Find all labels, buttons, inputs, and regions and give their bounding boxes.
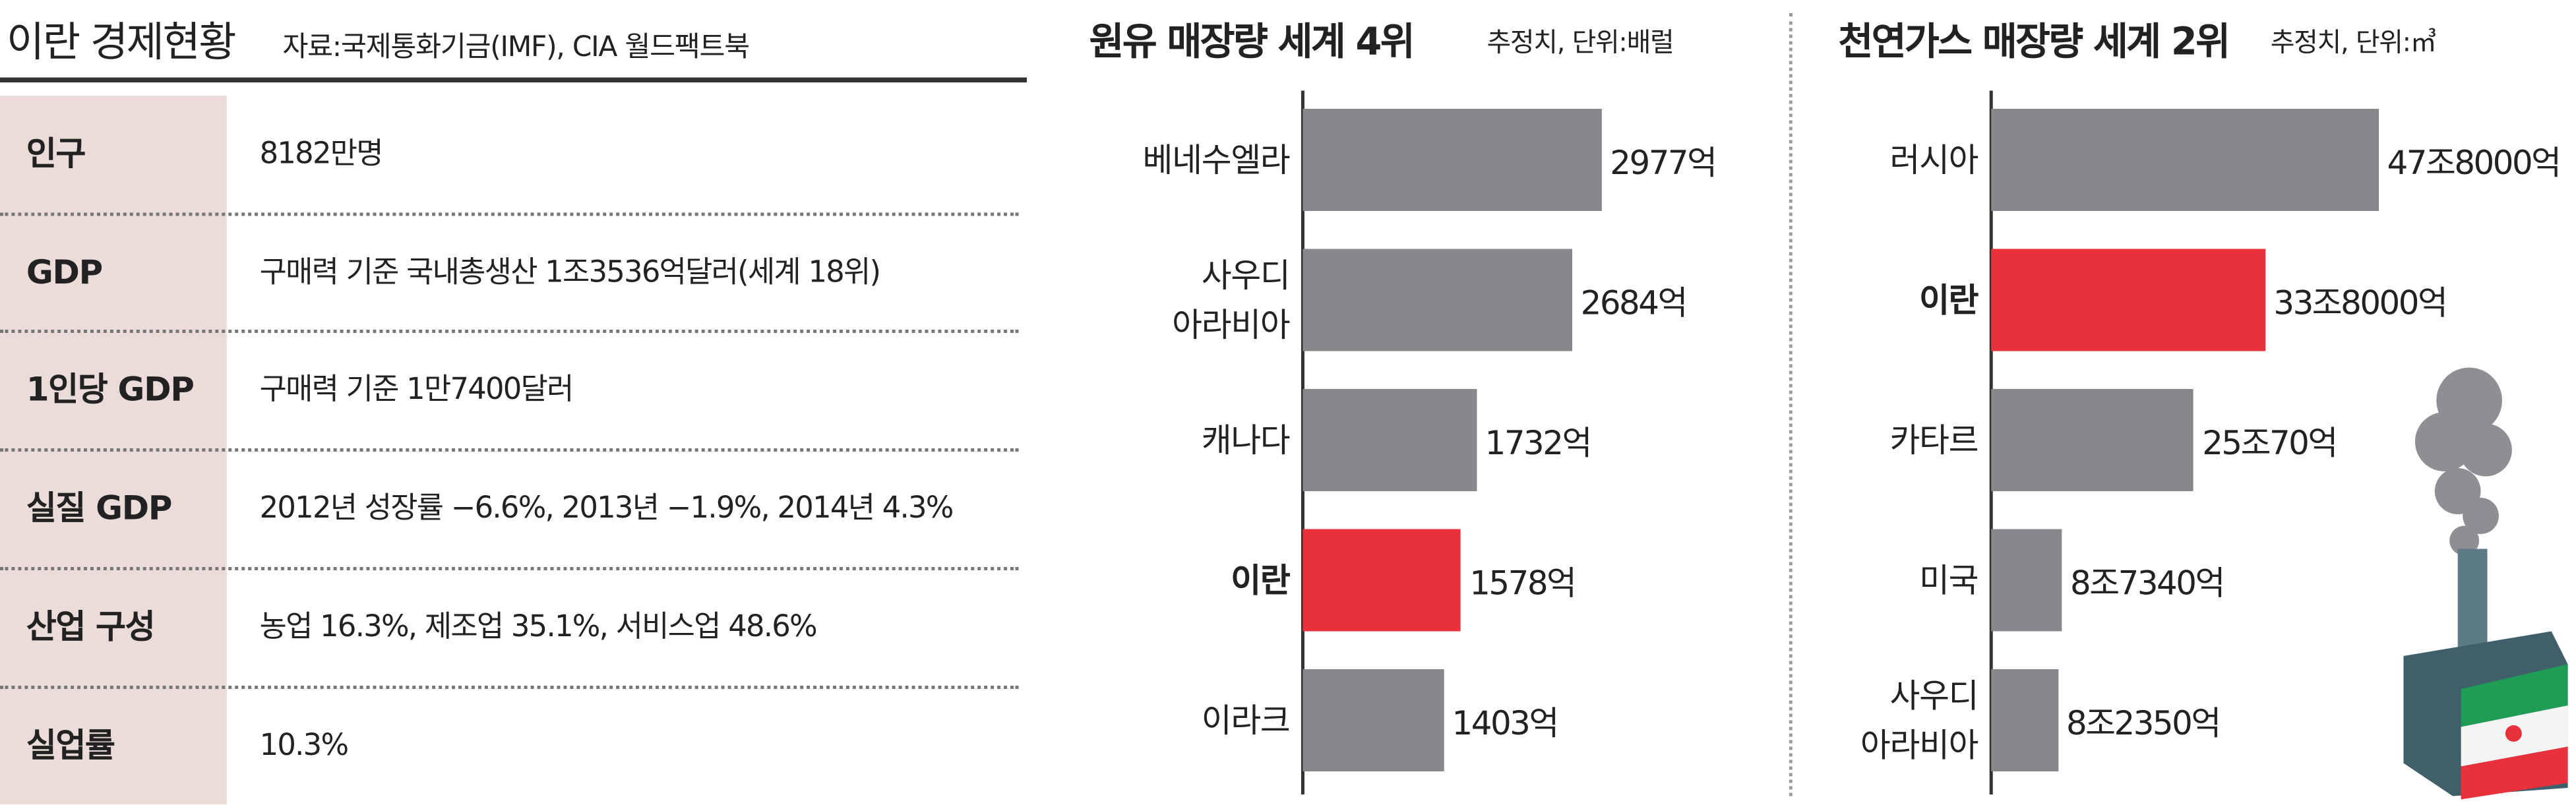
chart-title: 천연가스 매장량 세계 2위 <box>1838 21 2230 65</box>
value-label: 25조70억 <box>2202 422 2338 462</box>
bar <box>1991 668 2058 771</box>
value-label: 47조8000억 <box>2387 142 2561 181</box>
row-value: 구매력 기준 국내총생산 1조3536억달러(세계 18위) <box>259 254 881 290</box>
row-value: 10.3% <box>259 727 349 763</box>
bar <box>1303 668 1444 771</box>
divider <box>1789 13 1793 796</box>
table-source: 자료:국제통화기금(IMF), CIA 월드팩트북 <box>282 31 750 65</box>
table-rule <box>0 77 1027 82</box>
value-label: 8조2350억 <box>2066 702 2221 742</box>
axis-line <box>1989 90 1993 794</box>
row-label: 1인당 GDP <box>26 369 195 409</box>
row-value: 구매력 기준 1만7400달러 <box>259 373 574 408</box>
category-label: 베네수엘라 <box>1142 139 1291 179</box>
category-label: 이란 <box>1919 279 1978 319</box>
factory-illustration <box>2403 367 2568 800</box>
value-label: 1403억 <box>1452 702 1560 742</box>
row-divider <box>0 566 1019 570</box>
row-divider <box>0 684 1019 688</box>
row-label: 실질 GDP <box>26 488 173 528</box>
category-label: 사우디 아라비아 <box>1172 254 1291 344</box>
value-label: 1578억 <box>1469 562 1577 602</box>
chart-subtitle: 추정치, 단위:배럴 <box>1487 26 1674 58</box>
category-label: 미국 <box>1919 559 1978 599</box>
row-value: 농업 16.3%, 제조업 35.1%, 서비스업 48.6% <box>259 609 818 644</box>
value-label: 8조7340억 <box>2070 562 2225 602</box>
row-label: 인구 <box>26 133 86 173</box>
bar <box>1303 107 1602 210</box>
chart-subtitle: 추정치, 단위:㎥ <box>2270 26 2437 58</box>
bar <box>1303 388 1477 491</box>
row-divider <box>0 448 1019 452</box>
row-divider <box>0 330 1019 334</box>
value-label: 33조8000억 <box>2273 282 2447 322</box>
row-label: GDP <box>26 251 103 291</box>
bar <box>1991 528 2062 631</box>
category-label: 러시아 <box>1889 139 1979 179</box>
bar <box>1991 388 2194 491</box>
row-label: 실업률 <box>26 724 115 764</box>
bar <box>1991 248 2265 351</box>
table-title: 이란 경제현황 <box>6 18 237 67</box>
bar <box>1991 107 2379 210</box>
row-divider <box>0 212 1019 216</box>
bar <box>1303 528 1461 631</box>
value-label: 2977억 <box>1610 142 1717 181</box>
category-label: 카타르 <box>1889 419 1979 460</box>
row-value: 2012년 성장률 −6.6%, 2013년 −1.9%, 2014년 4.3% <box>259 491 954 526</box>
category-label: 이란 <box>1231 559 1290 599</box>
value-label: 2684억 <box>1580 282 1688 322</box>
category-label: 이라크 <box>1201 700 1291 740</box>
chart-title: 원유 매장량 세계 4위 <box>1089 21 1415 65</box>
category-label: 캐나다 <box>1201 419 1291 460</box>
value-label: 1732억 <box>1485 422 1593 462</box>
row-value: 8182만명 <box>259 136 384 172</box>
row-label: 산업 구성 <box>26 606 156 646</box>
bar <box>1303 248 1573 351</box>
category-label: 사우디 아라비아 <box>1860 674 1979 764</box>
